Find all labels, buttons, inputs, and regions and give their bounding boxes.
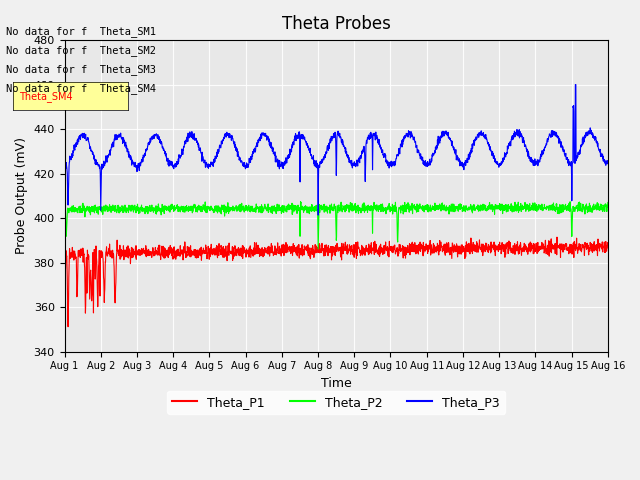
Theta_P3 <box>364 134 372 140</box>
Theta_P1 <box>212 244 220 250</box>
Theta_P3 <box>604 161 612 167</box>
Theta_P3 <box>314 212 322 218</box>
Theta_P1 <box>64 324 72 330</box>
Theta_P2 <box>572 206 579 212</box>
Theta_P1 <box>494 243 502 249</box>
Theta_P1 <box>352 244 360 250</box>
Theta_P3 <box>556 141 564 146</box>
Y-axis label: Probe Output (mV): Probe Output (mV) <box>15 137 28 254</box>
Theta_P2 <box>314 246 322 252</box>
Line: Theta_P3: Theta_P3 <box>65 84 608 215</box>
Theta_P1 <box>61 283 68 288</box>
Theta_P3 <box>212 154 220 159</box>
Theta_P2 <box>556 205 564 211</box>
Theta_P1 <box>604 242 612 248</box>
X-axis label: Time: Time <box>321 377 351 390</box>
Theta_P1 <box>364 247 372 252</box>
Text: No data for f  Theta_SM2: No data for f Theta_SM2 <box>6 45 156 56</box>
Text: No data for f  Theta_SM3: No data for f Theta_SM3 <box>6 64 156 75</box>
Theta_P3 <box>61 166 68 172</box>
Line: Theta_P1: Theta_P1 <box>65 237 608 327</box>
Title: Theta Probes: Theta Probes <box>282 15 390 33</box>
Text: No data for f  Theta_SM4: No data for f Theta_SM4 <box>6 83 156 94</box>
Theta_P2 <box>297 199 305 204</box>
Theta_P1 <box>572 242 579 248</box>
Theta_P2 <box>364 205 372 211</box>
Text: Theta_SM4: Theta_SM4 <box>19 91 72 102</box>
Text: No data for f  Theta_SM1: No data for f Theta_SM1 <box>6 25 156 36</box>
Theta_P2 <box>61 206 68 212</box>
Theta_P3 <box>494 161 502 167</box>
Theta_P1 <box>556 243 564 249</box>
Theta_P2 <box>353 204 360 209</box>
Theta_P3 <box>572 82 579 87</box>
Theta_P1 <box>553 234 561 240</box>
Legend: Theta_P1, Theta_P2, Theta_P3: Theta_P1, Theta_P2, Theta_P3 <box>167 391 505 414</box>
Line: Theta_P2: Theta_P2 <box>65 202 608 249</box>
Theta_P3 <box>352 163 360 169</box>
Theta_P3 <box>572 160 579 166</box>
Theta_P2 <box>495 206 502 212</box>
Theta_P2 <box>604 200 612 205</box>
Theta_P2 <box>212 203 220 208</box>
